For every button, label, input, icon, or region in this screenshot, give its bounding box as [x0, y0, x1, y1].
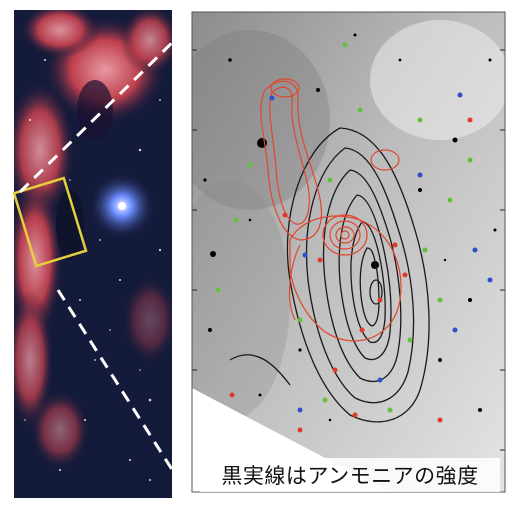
overlay-contours	[260, 78, 402, 342]
markers-green	[215, 42, 473, 413]
zoom-panel-border	[191, 11, 506, 493]
panel-ticks	[192, 49, 505, 451]
markers-blue	[269, 92, 493, 413]
markers-red	[229, 117, 473, 433]
zoom-panel	[192, 12, 505, 492]
nebula-photo	[14, 10, 172, 498]
highlight-box	[12, 176, 88, 268]
figure-caption: 黒実線はアンモニアの強度	[200, 458, 500, 492]
ammonia-contours	[229, 127, 430, 423]
